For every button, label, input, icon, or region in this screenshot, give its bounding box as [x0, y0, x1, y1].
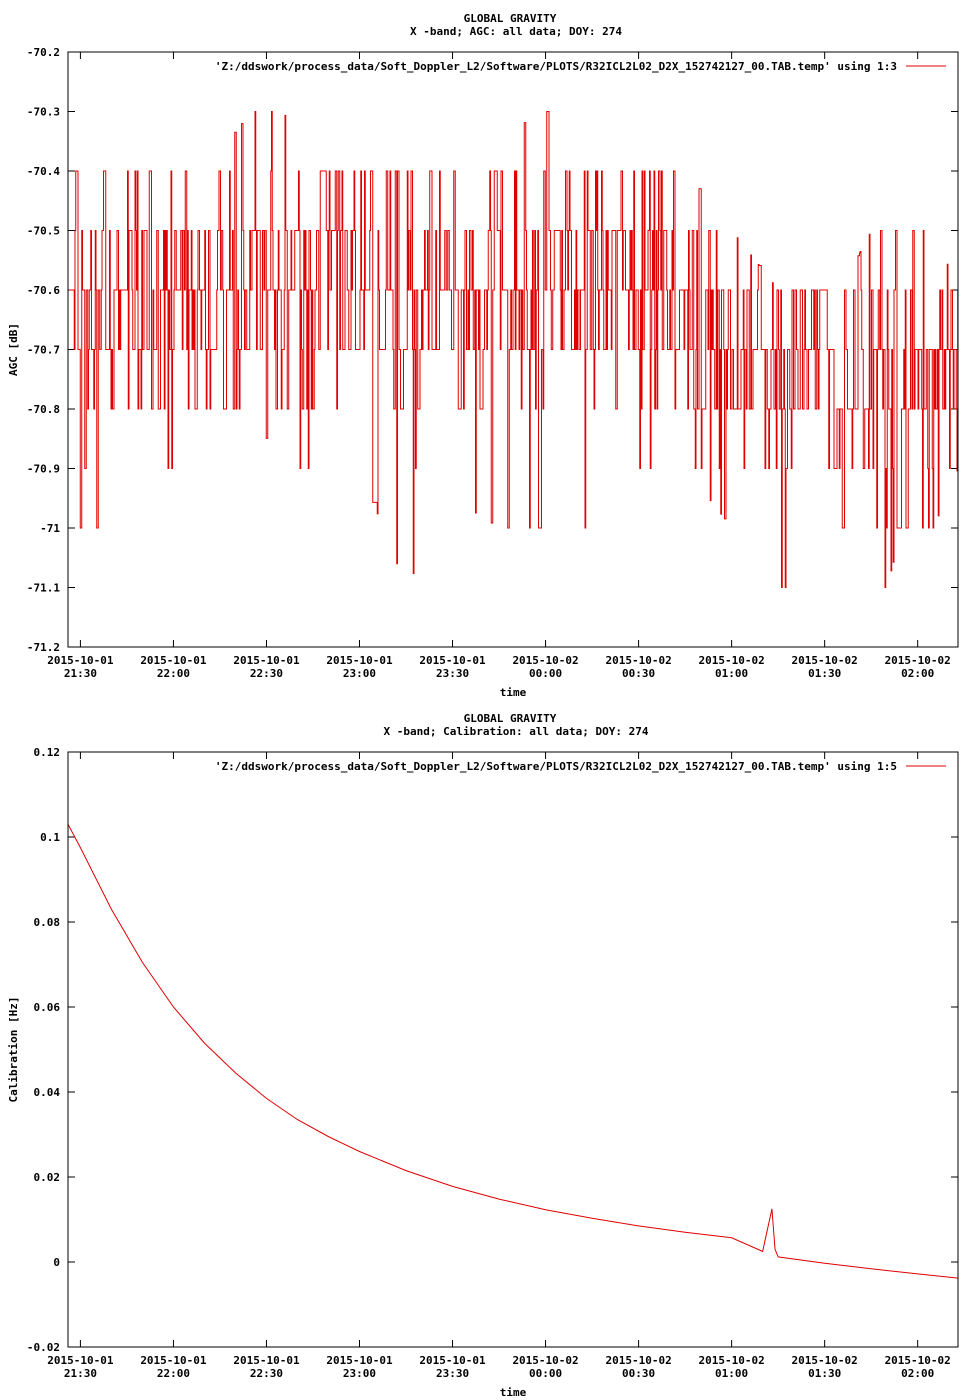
y-tick-label: 0.04	[34, 1086, 61, 1099]
y-tick-label: -70.4	[27, 165, 60, 178]
x-tick-time: 01:00	[715, 667, 748, 680]
y-tick-label: -71.1	[27, 582, 60, 595]
x-tick-date: 2015-10-01	[47, 1354, 114, 1367]
legend-label: 'Z:/ddswork/process_data/Soft_Doppler_L2…	[215, 760, 897, 773]
x-tick-date: 2015-10-02	[512, 1354, 578, 1367]
x-tick-time: 23:30	[436, 1367, 469, 1380]
y-tick-label: 0.1	[40, 831, 60, 844]
x-tick-time: 00:00	[529, 667, 562, 680]
y-tick-label: -70.7	[27, 344, 60, 357]
y-tick-label: -70.8	[27, 403, 60, 416]
x-tick-date: 2015-10-01	[140, 1354, 207, 1367]
y-axis-label: Calibration [Hz]	[7, 997, 20, 1103]
y-axis-label: AGC [dB]	[7, 323, 20, 376]
y-tick-label: -71.2	[27, 641, 60, 654]
agc-chart: GLOBAL GRAVITY X -band; AGC: all data; DO…	[7, 12, 959, 699]
x-tick-time: 02:00	[901, 1367, 934, 1380]
x-tick-date: 2015-10-01	[326, 1354, 393, 1367]
x-tick-date: 2015-10-01	[233, 1354, 300, 1367]
x-tick-time: 22:30	[250, 667, 283, 680]
x-tick-date: 2015-10-02	[605, 1354, 671, 1367]
x-tick-time: 00:30	[622, 667, 655, 680]
data-series-line	[67, 824, 959, 1279]
x-tick-date: 2015-10-02	[605, 654, 671, 667]
x-axis-label: time	[500, 686, 527, 699]
x-tick-time: 00:00	[529, 1367, 562, 1380]
x-tick-time: 01:30	[808, 667, 841, 680]
x-tick-date: 2015-10-01	[326, 654, 393, 667]
data-series-line	[69, 111, 959, 588]
x-tick-time: 00:30	[622, 1367, 655, 1380]
x-tick-time: 22:00	[157, 1367, 190, 1380]
y-tick-label: -70.9	[27, 463, 60, 476]
x-tick-date: 2015-10-01	[233, 654, 300, 667]
y-tick-label: -0.02	[27, 1341, 60, 1354]
x-tick-time: 22:00	[157, 667, 190, 680]
x-axis-label: time	[500, 1386, 527, 1399]
x-tick-date: 2015-10-02	[792, 1354, 858, 1367]
y-tick-label: -70.2	[27, 46, 60, 59]
x-tick-time: 21:30	[64, 667, 97, 680]
x-tick-date: 2015-10-02	[699, 654, 765, 667]
y-tick-label: 0.02	[34, 1171, 61, 1184]
x-tick-date: 2015-10-01	[47, 654, 114, 667]
y-tick-label: 0	[53, 1256, 60, 1269]
x-tick-time: 02:00	[901, 667, 934, 680]
x-tick-date: 2015-10-02	[792, 654, 858, 667]
y-tick-label: -70.3	[27, 106, 60, 119]
x-tick-date: 2015-10-02	[885, 1354, 951, 1367]
y-tick-label: 0.08	[34, 916, 61, 929]
y-tick-label: -70.5	[27, 225, 60, 238]
plot-frame	[67, 751, 959, 1348]
x-tick-time: 01:00	[715, 1367, 748, 1380]
y-tick-label: -71	[40, 522, 60, 535]
chart-title: GLOBAL GRAVITY	[464, 12, 557, 25]
y-tick-label: 0.12	[34, 746, 61, 759]
x-tick-time: 22:30	[250, 1367, 283, 1380]
x-tick-date: 2015-10-01	[419, 654, 486, 667]
x-tick-date: 2015-10-02	[699, 1354, 765, 1367]
chart-subtitle: X -band; AGC: all data; DOY: 274	[410, 25, 622, 38]
x-tick-time: 23:00	[343, 667, 376, 680]
y-tick-label: -70.6	[27, 284, 60, 297]
chart-subtitle: X -band; Calibration: all data; DOY: 274	[384, 725, 649, 738]
x-tick-time: 23:00	[343, 1367, 376, 1380]
chart-title: GLOBAL GRAVITY	[464, 712, 557, 725]
calibration-chart: GLOBAL GRAVITY X -band; Calibration: all …	[0, 700, 980, 1400]
x-tick-time: 21:30	[64, 1367, 97, 1380]
y-tick-label: 0.06	[34, 1001, 61, 1014]
x-tick-date: 2015-10-01	[419, 1354, 486, 1367]
x-tick-date: 2015-10-02	[885, 654, 951, 667]
x-tick-date: 2015-10-01	[140, 654, 207, 667]
x-tick-time: 01:30	[808, 1367, 841, 1380]
legend-label: 'Z:/ddswork/process_data/Soft_Doppler_L2…	[215, 60, 897, 73]
plot-frame	[67, 51, 959, 648]
x-tick-time: 23:30	[436, 667, 469, 680]
x-tick-date: 2015-10-02	[512, 654, 578, 667]
